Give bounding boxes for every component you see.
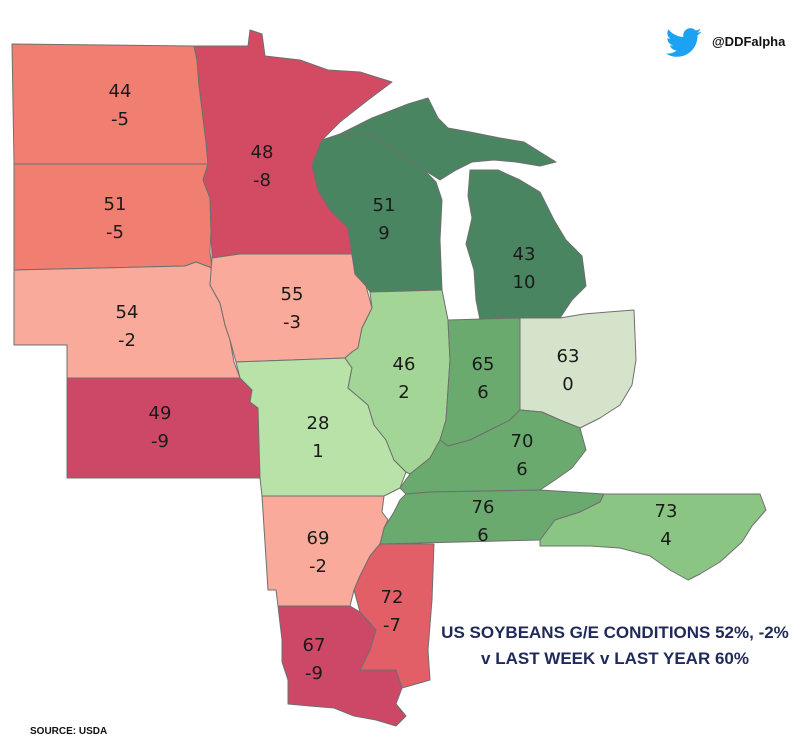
label-ky-change: 6 xyxy=(516,459,527,480)
state-mi-upper xyxy=(339,97,557,181)
label-ms-change: -7 xyxy=(383,615,401,636)
label-sd-value: 51 xyxy=(104,194,127,215)
label-ms-value: 72 xyxy=(381,587,404,608)
state-ia xyxy=(209,253,373,363)
label-nd-value: 44 xyxy=(109,81,132,102)
headline-line-2: v LAST WEEK v LAST YEAR 60% xyxy=(481,649,749,668)
label-mn-change: -8 xyxy=(253,170,271,191)
state-la xyxy=(277,605,407,727)
label-in-change: 6 xyxy=(477,382,488,403)
label-wi-change: 9 xyxy=(378,223,389,244)
state-sd xyxy=(13,163,213,271)
label-ne-value: 54 xyxy=(116,302,139,323)
label-oh-value: 63 xyxy=(557,346,580,367)
label-tn-value: 76 xyxy=(472,497,495,518)
label-ia-value: 55 xyxy=(281,284,304,305)
label-tn-change: 6 xyxy=(477,525,488,546)
label-sd-change: -5 xyxy=(106,222,124,243)
state-nd xyxy=(11,43,209,165)
state-nc xyxy=(539,493,767,581)
label-ky-value: 70 xyxy=(511,431,534,452)
label-mo-change: 1 xyxy=(312,441,323,462)
state-oh xyxy=(519,309,637,429)
label-ar-value: 69 xyxy=(307,528,330,549)
headline: US SOYBEANS G/E CONDITIONS 52%, -2% v LA… xyxy=(420,620,810,672)
label-oh-change: 0 xyxy=(562,374,573,395)
label-mi-change: 10 xyxy=(513,272,536,293)
label-mi-value: 43 xyxy=(513,244,536,265)
twitter-bird-icon xyxy=(665,28,702,57)
source-note: SOURCE: USDA xyxy=(30,726,108,737)
label-mo-value: 28 xyxy=(307,413,330,434)
label-il-value: 46 xyxy=(393,354,416,375)
twitter-handle: @DDFalpha xyxy=(712,34,786,49)
label-ar-change: -2 xyxy=(309,556,327,577)
label-ne-change: -2 xyxy=(118,330,136,351)
label-mn-value: 48 xyxy=(251,142,274,163)
label-il-change: 2 xyxy=(398,382,409,403)
label-nc-change: 4 xyxy=(660,529,671,550)
state-labels: 44 -5 51 -5 54 -2 49 -9 48 -8 55 -3 28 1… xyxy=(104,81,678,684)
label-in-value: 65 xyxy=(472,354,495,375)
state-ks xyxy=(66,377,261,479)
label-nd-change: -5 xyxy=(111,109,129,130)
label-ia-change: -3 xyxy=(283,312,301,333)
label-ks-change: -9 xyxy=(151,431,169,452)
label-la-value: 67 xyxy=(303,635,326,656)
state-mi-lower xyxy=(465,169,587,321)
label-ks-value: 49 xyxy=(149,403,172,424)
label-nc-value: 73 xyxy=(655,501,678,522)
label-wi-value: 51 xyxy=(373,195,396,216)
headline-line-1: US SOYBEANS G/E CONDITIONS 52%, -2% xyxy=(441,623,789,642)
label-la-change: -9 xyxy=(305,663,323,684)
